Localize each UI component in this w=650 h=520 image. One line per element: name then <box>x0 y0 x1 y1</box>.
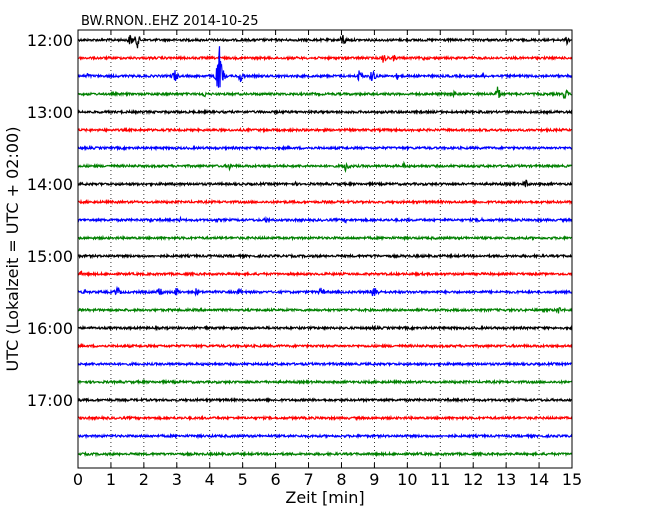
x-axis-ticks: 0 1 2 3 4 5 6 7 8 9 10 11 12 13 14 15 <box>73 30 582 489</box>
trace-1630 <box>77 360 572 368</box>
trace-1645 <box>77 378 573 386</box>
x-tick-label: 1 <box>106 470 116 489</box>
trace-1400 <box>77 179 573 188</box>
x-tick-label: 0 <box>73 470 83 489</box>
x-tick-label: 3 <box>172 470 182 489</box>
trace-1745 <box>78 450 573 458</box>
x-tick-label: 9 <box>369 470 379 489</box>
x-tick-label: 7 <box>303 470 313 489</box>
trace-1430 <box>77 215 573 225</box>
x-tick-label: 2 <box>139 470 149 489</box>
trace-1330 <box>77 144 573 152</box>
y-tick-label: 14:00 <box>27 175 73 194</box>
trace-1500 <box>77 252 573 260</box>
x-tick-label: 12 <box>463 470 483 489</box>
x-tick-label: 5 <box>238 470 248 489</box>
trace-1545 <box>78 306 573 314</box>
trace-1445 <box>77 234 573 242</box>
trace-1415 <box>77 198 573 206</box>
trace-1230 <box>77 46 573 88</box>
y-tick-label: 15:00 <box>27 247 73 266</box>
y-axis-ticks: 12:00 13:00 14:00 15:00 16:00 17:00 <box>27 31 572 410</box>
x-axis-label: Zeit [min] <box>285 488 364 507</box>
y-axis-label: UTC (Lokalzeit = UTC + 02:00) <box>3 127 22 372</box>
trace-1730 <box>77 432 573 440</box>
x-tick-label: 4 <box>205 470 215 489</box>
trace-1345 <box>77 160 573 174</box>
x-tick-label: 6 <box>271 470 281 489</box>
trace-1700 <box>77 396 573 404</box>
plot-frame <box>77 29 573 469</box>
trace-1515 <box>77 270 573 278</box>
x-tick-label: 11 <box>430 470 450 489</box>
y-tick-label: 13:00 <box>27 103 73 122</box>
trace-1300 <box>77 108 573 116</box>
trace-1715 <box>77 414 573 422</box>
x-tick-label: 13 <box>496 470 516 489</box>
grid-lines <box>110 30 540 468</box>
y-tick-label: 12:00 <box>27 31 73 50</box>
trace-1315 <box>77 126 573 134</box>
trace-1600 <box>77 324 573 332</box>
trace-1215 <box>77 54 573 63</box>
x-tick-label: 15 <box>562 470 582 489</box>
y-tick-label: 16:00 <box>27 319 73 338</box>
y-tick-label: 17:00 <box>27 391 73 410</box>
trace-1530 <box>77 285 573 297</box>
seismic-traces <box>77 34 573 458</box>
x-tick-label: 10 <box>397 470 417 489</box>
x-tick-label: 8 <box>336 470 346 489</box>
chart-title: BW.RNON..EHZ 2014-10-25 <box>81 14 259 29</box>
trace-1245 <box>77 86 573 100</box>
trace-1615 <box>77 342 573 350</box>
x-tick-label: 14 <box>529 470 549 489</box>
trace-1200 <box>77 34 573 49</box>
